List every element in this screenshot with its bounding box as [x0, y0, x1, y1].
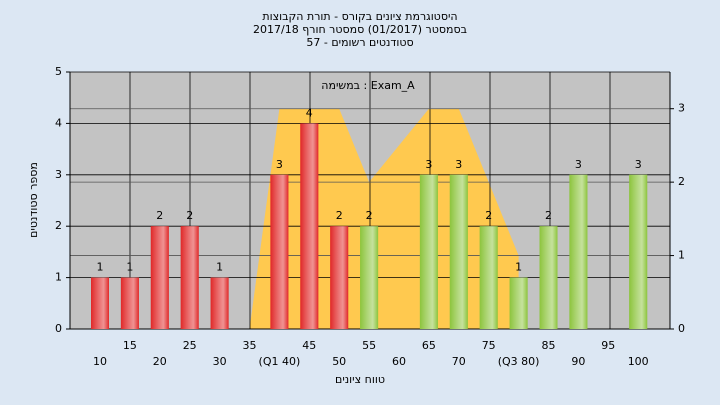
bar-shine — [509, 277, 528, 329]
y-tick-label: 0 — [55, 322, 62, 335]
x-tick-label: 15 — [123, 339, 137, 352]
bar-shine — [569, 174, 588, 329]
x-tick-label: 60 — [392, 355, 406, 368]
x-tick-label: 30 — [213, 355, 227, 368]
value-label: 3 — [575, 158, 582, 171]
x-tick-label: 75 — [482, 339, 496, 352]
value-label: 2 — [186, 209, 193, 222]
x-tick-label: 20 — [153, 355, 167, 368]
value-label: 2 — [545, 209, 552, 222]
value-label: 4 — [306, 106, 313, 119]
x-tick-label: 70 — [452, 355, 466, 368]
value-label: 2 — [156, 209, 163, 222]
bar-shine — [330, 226, 349, 329]
y2-tick-label: 0 — [678, 322, 685, 335]
y-tick-label: 5 — [55, 65, 62, 78]
bar-shine — [120, 277, 139, 329]
y2-tick-label: 2 — [678, 175, 685, 188]
y-tick-label: 2 — [55, 219, 62, 232]
x-tick-label: 10 — [93, 355, 107, 368]
bar-shine — [539, 226, 558, 329]
bar-shine — [479, 226, 498, 329]
value-label: 1 — [515, 261, 522, 274]
bar-shine — [449, 174, 468, 329]
bar-shine — [270, 174, 289, 329]
y-tick-label: 4 — [55, 116, 62, 129]
chart-title: בסמסטר (01/2017) סמסטר חורף 2017/18 — [253, 23, 467, 36]
value-label: 1 — [97, 261, 104, 274]
bar-shine — [210, 277, 229, 329]
x-tick-label: 95 — [601, 339, 615, 352]
value-label: 1 — [126, 261, 133, 274]
bar-shine — [150, 226, 169, 329]
x-tick-label: (Q3 80) — [498, 355, 540, 368]
bar-shine — [91, 277, 109, 329]
x-tick-label: 50 — [332, 355, 346, 368]
bar-shine — [629, 174, 648, 329]
y-axis-label: מספר סטודנטים — [27, 162, 40, 238]
x-tick-label: 45 — [302, 339, 316, 352]
x-tick-label: 85 — [542, 339, 556, 352]
bar-shine — [360, 226, 379, 329]
value-label: 2 — [366, 209, 373, 222]
x-tick-label: 35 — [243, 339, 257, 352]
x-tick-label: 100 — [628, 355, 649, 368]
value-label: 3 — [276, 158, 283, 171]
y-tick-label: 3 — [55, 168, 62, 181]
bar-shine — [300, 123, 319, 330]
chart-title: 57 - סטודנטים רשומים — [306, 36, 413, 49]
x-tick-label: 25 — [183, 339, 197, 352]
chart-title: היסטוגרמת ציונים בקורס - תורת הקבוצות — [262, 10, 457, 23]
bar-shine — [180, 226, 199, 329]
y2-tick-label: 1 — [678, 249, 685, 262]
x-tick-label: 90 — [571, 355, 585, 368]
x-axis-label: טווח ציונים — [335, 373, 385, 386]
value-label: 3 — [425, 158, 432, 171]
bar-shine — [419, 174, 438, 329]
x-tick-label: 55 — [362, 339, 376, 352]
x-tick-label: 65 — [422, 339, 436, 352]
annotation: במשימה : Exam_A — [321, 79, 415, 92]
value-label: 3 — [455, 158, 462, 171]
value-label: 1 — [216, 261, 223, 274]
value-label: 2 — [336, 209, 343, 222]
value-label: 3 — [635, 158, 642, 171]
y2-tick-label: 3 — [678, 102, 685, 115]
value-label: 2 — [485, 209, 492, 222]
x-tick-label: (Q1 40) — [259, 355, 301, 368]
y-tick-label: 1 — [55, 271, 62, 284]
